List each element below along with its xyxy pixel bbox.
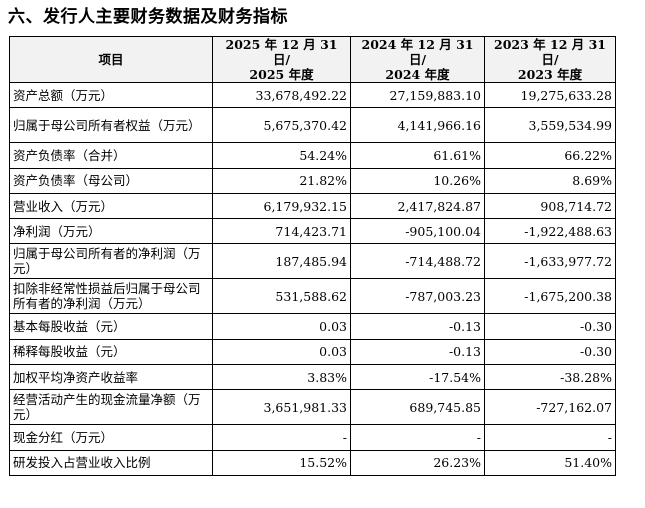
table-row: 研发投入占营业收入比例 15.52% 26.23% 51.40% — [9, 449, 616, 476]
header-2024: 2024 年 12 月 31 日/2024 年度 — [350, 36, 485, 83]
cell-2024: 10.26% — [350, 167, 485, 194]
cell-2025: 6,179,932.15 — [212, 192, 351, 220]
cell-2025: 21.82% — [212, 167, 351, 194]
row-label: 加权平均净资产收益率 — [9, 364, 213, 391]
cell-2025: - — [212, 424, 351, 451]
cell-2024: -714,488.72 — [350, 243, 485, 280]
header-2025-line1: 2025 年 12 月 31 日/ — [225, 37, 338, 67]
row-label: 归属于母公司所有者权益（万元） — [9, 107, 213, 144]
cell-2023: -0.30 — [484, 313, 616, 340]
header-2025-line2: 2025 年度 — [249, 67, 314, 82]
cell-2024: -0.13 — [350, 313, 485, 340]
cell-2024: 27,159,883.10 — [350, 81, 485, 109]
header-2024-line1: 2024 年 12 月 31 日/ — [361, 37, 474, 67]
table-row: 资产负债率（母公司） 21.82% 10.26% 8.69% — [9, 167, 616, 194]
cell-2024: - — [350, 424, 485, 451]
cell-2024: 61.61% — [350, 142, 485, 169]
table-header-row: 项目 2025 年 12 月 31 日/2025 年度 2024 年 12 月 … — [9, 36, 616, 83]
header-2025: 2025 年 12 月 31 日/2025 年度 — [212, 36, 351, 83]
cell-2023: -727,162.07 — [484, 389, 616, 426]
cell-2023: 3,559,534.99 — [484, 107, 616, 144]
table-row: 归属于母公司所有者权益（万元） 5,675,370.42 4,141,966.1… — [9, 107, 616, 144]
table-row: 扣除非经常性损益后归属于母公司所有者的净利润（万元） 531,588.62 -7… — [9, 278, 616, 315]
cell-2023: -1,675,200.38 — [484, 278, 616, 315]
cell-2023: -1,922,488.63 — [484, 218, 616, 245]
row-label: 营业收入（万元） — [9, 192, 213, 220]
cell-2025: 3.83% — [212, 364, 351, 391]
row-label: 经营活动产生的现金流量净额（万元） — [9, 389, 213, 426]
row-label: 净利润（万元） — [9, 218, 213, 245]
cell-2023: 908,714.72 — [484, 192, 616, 220]
cell-2024: 26.23% — [350, 449, 485, 476]
cell-2024: 2,417,824.87 — [350, 192, 485, 220]
row-label: 扣除非经常性损益后归属于母公司所有者的净利润（万元） — [9, 278, 213, 315]
cell-2023: - — [484, 424, 616, 451]
cell-2025: 0.03 — [212, 338, 351, 366]
cell-2023: 8.69% — [484, 167, 616, 194]
row-label: 资产负债率（合并） — [9, 142, 213, 169]
table-row: 资产总额（万元） 33,678,492.22 27,159,883.10 19,… — [9, 81, 616, 109]
table-row: 基本每股收益（元） 0.03 -0.13 -0.30 — [9, 313, 616, 340]
row-label: 资产总额（万元） — [9, 81, 213, 109]
cell-2023: 51.40% — [484, 449, 616, 476]
cell-2024: -0.13 — [350, 338, 485, 366]
cell-2023: -38.28% — [484, 364, 616, 391]
table-row: 现金分红（万元） - - - — [9, 424, 616, 451]
row-label: 研发投入占营业收入比例 — [9, 449, 213, 476]
section-title: 六、发行人主要财务数据及财务指标 — [8, 7, 288, 27]
header-item-label: 项目 — [98, 52, 124, 67]
cell-2024: 689,745.85 — [350, 389, 485, 426]
table-row: 归属于母公司所有者的净利润（万元） 187,485.94 -714,488.72… — [9, 243, 616, 280]
cell-2025: 54.24% — [212, 142, 351, 169]
cell-2025: 0.03 — [212, 313, 351, 340]
row-label: 稀释每股收益（元） — [9, 338, 213, 366]
cell-2025: 714,423.71 — [212, 218, 351, 245]
cell-2023: -1,633,977.72 — [484, 243, 616, 280]
cell-2024: -905,100.04 — [350, 218, 485, 245]
cell-2023: 19,275,633.28 — [484, 81, 616, 109]
header-2024-line2: 2024 年度 — [385, 67, 450, 82]
financial-indicators-table: 项目 2025 年 12 月 31 日/2025 年度 2024 年 12 月 … — [9, 36, 616, 476]
cell-2024: -787,003.23 — [350, 278, 485, 315]
cell-2025: 187,485.94 — [212, 243, 351, 280]
cell-2024: -17.54% — [350, 364, 485, 391]
header-item: 项目 — [9, 36, 213, 83]
header-2023-line2: 2023 年度 — [517, 67, 583, 82]
table-row: 营业收入（万元） 6,179,932.15 2,417,824.87 908,7… — [9, 192, 616, 220]
header-2023-line1: 2023 年 12 月 31 日/ — [494, 37, 606, 67]
table-row: 加权平均净资产收益率 3.83% -17.54% -38.28% — [9, 364, 616, 391]
table-row: 经营活动产生的现金流量净额（万元） 3,651,981.33 689,745.8… — [9, 389, 616, 426]
cell-2024: 4,141,966.16 — [350, 107, 485, 144]
cell-2023: 66.22% — [484, 142, 616, 169]
table-row: 净利润（万元） 714,423.71 -905,100.04 -1,922,48… — [9, 218, 616, 245]
row-label: 资产负债率（母公司） — [9, 167, 213, 194]
cell-2025: 531,588.62 — [212, 278, 351, 315]
cell-2025: 15.52% — [212, 449, 351, 476]
cell-2025: 5,675,370.42 — [212, 107, 351, 144]
header-2023: 2023 年 12 月 31 日/2023 年度 — [484, 36, 616, 83]
cell-2023: -0.30 — [484, 338, 616, 366]
row-label: 归属于母公司所有者的净利润（万元） — [9, 243, 213, 280]
row-label: 现金分红（万元） — [9, 424, 213, 451]
row-label: 基本每股收益（元） — [9, 313, 213, 340]
cell-2025: 33,678,492.22 — [212, 81, 351, 109]
cell-2025: 3,651,981.33 — [212, 389, 351, 426]
table-row: 稀释每股收益（元） 0.03 -0.13 -0.30 — [9, 338, 616, 366]
table-row: 资产负债率（合并） 54.24% 61.61% 66.22% — [9, 142, 616, 169]
